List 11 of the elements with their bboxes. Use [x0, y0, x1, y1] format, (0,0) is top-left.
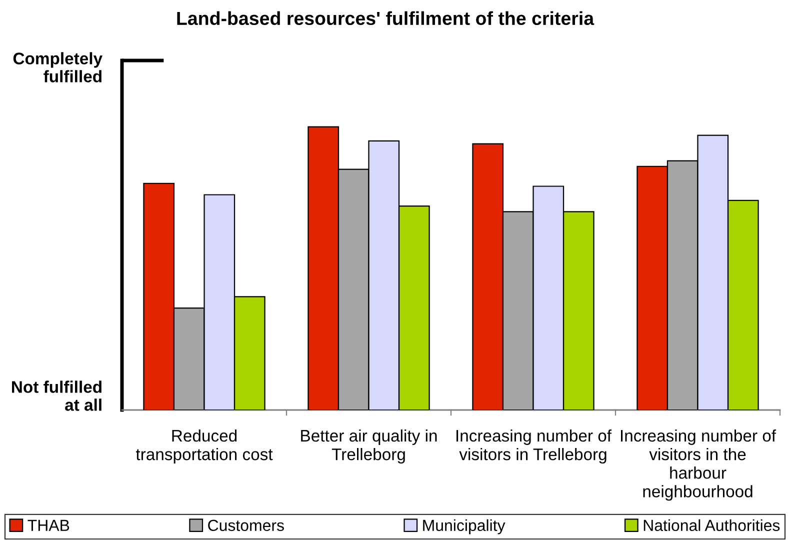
x-tick-label: Increasing number of visitors in Trelleborg [456, 429, 612, 464]
legend-label: Customers [208, 520, 284, 532]
x-tick-label: Better air quality in Trelleborg [301, 429, 437, 464]
chart-title: Land-based resources' fulfilment of the criteria [177, 11, 594, 26]
x-tick-label: Reduced transportation cost [136, 429, 273, 464]
legend-label: National Authorities [644, 519, 780, 532]
x-tick-label: Increasing number of visitors in the harbour neighbourhood [621, 429, 776, 501]
legend-label: Municipality [423, 519, 506, 534]
text: Completely fulfilled [13, 52, 102, 82]
text: Not fulfilled at all [12, 380, 102, 411]
legend-label: THAB [28, 520, 70, 531]
